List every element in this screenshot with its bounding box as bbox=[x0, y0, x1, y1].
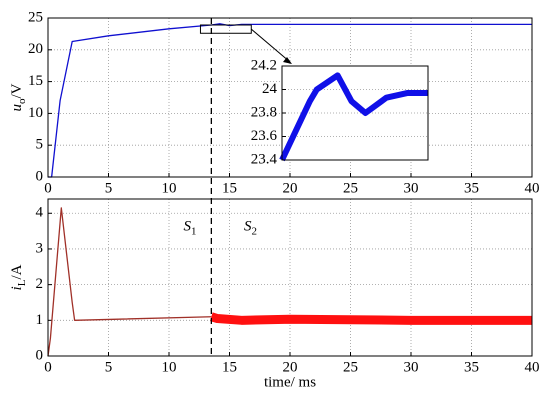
series-line bbox=[210, 312, 532, 325]
x-tick-label: 15 bbox=[222, 359, 237, 375]
annotation-symbol: S bbox=[244, 219, 252, 235]
y-tick-label: 3 bbox=[36, 240, 44, 256]
x-tick-label: 20 bbox=[283, 359, 298, 375]
y-tick-label: 1 bbox=[36, 312, 44, 328]
y-tick-label: 24 bbox=[262, 81, 278, 97]
x-tick-label: 15 bbox=[222, 180, 237, 196]
y-tick-label: 4 bbox=[36, 205, 44, 221]
y-tick-label: 10 bbox=[28, 105, 43, 121]
x-tick-label: 10 bbox=[162, 180, 177, 196]
x-tick-label: 25 bbox=[343, 180, 358, 196]
annotation: S2 bbox=[244, 219, 257, 237]
x-tick-label: 5 bbox=[105, 180, 113, 196]
x-tick-label: 5 bbox=[105, 359, 113, 375]
x-tick-label: 0 bbox=[44, 180, 52, 196]
x-tick-label: 40 bbox=[525, 359, 540, 375]
y-tick-label: 15 bbox=[28, 73, 43, 89]
x-tick-label: 30 bbox=[404, 359, 419, 375]
x-tick-label: 0 bbox=[44, 359, 52, 375]
series-line bbox=[279, 72, 428, 162]
y-label-sub: o bbox=[16, 98, 28, 104]
y-axis-label: uo/V bbox=[9, 83, 27, 111]
axes-frame bbox=[47, 198, 533, 357]
y-tick-label: 0 bbox=[36, 347, 44, 363]
y-label-symbol: u bbox=[9, 104, 25, 112]
x-tick-label: 35 bbox=[464, 180, 479, 196]
x-tick-label: 20 bbox=[283, 180, 298, 196]
y-tick-label: 5 bbox=[36, 137, 44, 153]
axes-frame bbox=[47, 17, 533, 178]
y-tick-label: 20 bbox=[28, 41, 43, 57]
x-tick-label: 25 bbox=[343, 359, 358, 375]
x-tick-label: 40 bbox=[525, 180, 540, 196]
x-tick-label: 35 bbox=[464, 359, 479, 375]
zoom-arrowhead bbox=[283, 57, 292, 64]
annotation: S1 bbox=[184, 219, 197, 237]
annotation-symbol: S bbox=[184, 219, 192, 235]
y-axis-label: iL/A bbox=[9, 264, 27, 290]
y-label-symbol: i bbox=[9, 286, 25, 290]
y-tick-label: 24.2 bbox=[251, 57, 277, 73]
annotation-sub: 1 bbox=[191, 225, 197, 237]
x-tick-label: 30 bbox=[404, 180, 419, 196]
y-tick-label: 23.8 bbox=[251, 104, 277, 120]
y-label-sub: L bbox=[16, 279, 28, 286]
y-label-unit: /A bbox=[9, 264, 25, 279]
axes-frame bbox=[281, 65, 429, 161]
y-tick-label: 2 bbox=[36, 276, 44, 292]
y-label-unit: /V bbox=[9, 83, 25, 98]
zoom-arrow bbox=[250, 28, 291, 63]
y-tick-label: 0 bbox=[36, 168, 44, 184]
series-line bbox=[47, 207, 212, 357]
x-axis-label: time/ ms bbox=[264, 374, 316, 390]
y-tick-label: 23.6 bbox=[251, 128, 278, 144]
y-tick-label: 25 bbox=[28, 9, 43, 25]
annotation-sub: 2 bbox=[252, 225, 258, 237]
y-tick-label: 23.4 bbox=[251, 151, 278, 167]
x-tick-label: 10 bbox=[162, 359, 177, 375]
